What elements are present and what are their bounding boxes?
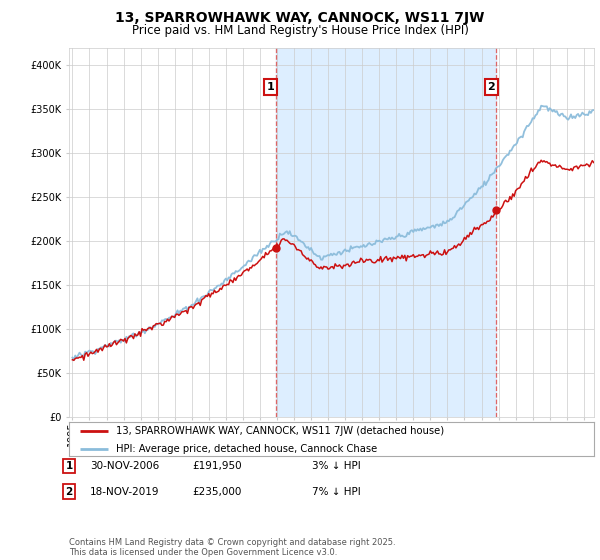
Bar (275, 48, 496, 417)
Text: HPI: Average price, detached house, Cannock Chase: HPI: Average price, detached house, Cann… (116, 444, 377, 454)
Text: 1: 1 (65, 461, 73, 471)
Text: 30-NOV-2006: 30-NOV-2006 (90, 461, 159, 471)
Text: 2: 2 (487, 82, 495, 92)
Text: £191,950: £191,950 (192, 461, 242, 471)
Text: 7% ↓ HPI: 7% ↓ HPI (312, 487, 361, 497)
Text: £235,000: £235,000 (192, 487, 241, 497)
Text: Price paid vs. HM Land Registry's House Price Index (HPI): Price paid vs. HM Land Registry's House … (131, 24, 469, 36)
Text: 3% ↓ HPI: 3% ↓ HPI (312, 461, 361, 471)
Text: 2: 2 (65, 487, 73, 497)
Text: 1: 1 (266, 82, 274, 92)
Text: 13, SPARROWHAWK WAY, CANNOCK, WS11 7JW: 13, SPARROWHAWK WAY, CANNOCK, WS11 7JW (115, 11, 485, 25)
Text: Contains HM Land Registry data © Crown copyright and database right 2025.
This d: Contains HM Land Registry data © Crown c… (69, 538, 395, 557)
Text: 18-NOV-2019: 18-NOV-2019 (90, 487, 160, 497)
Text: 13, SPARROWHAWK WAY, CANNOCK, WS11 7JW (detached house): 13, SPARROWHAWK WAY, CANNOCK, WS11 7JW (… (116, 426, 445, 436)
